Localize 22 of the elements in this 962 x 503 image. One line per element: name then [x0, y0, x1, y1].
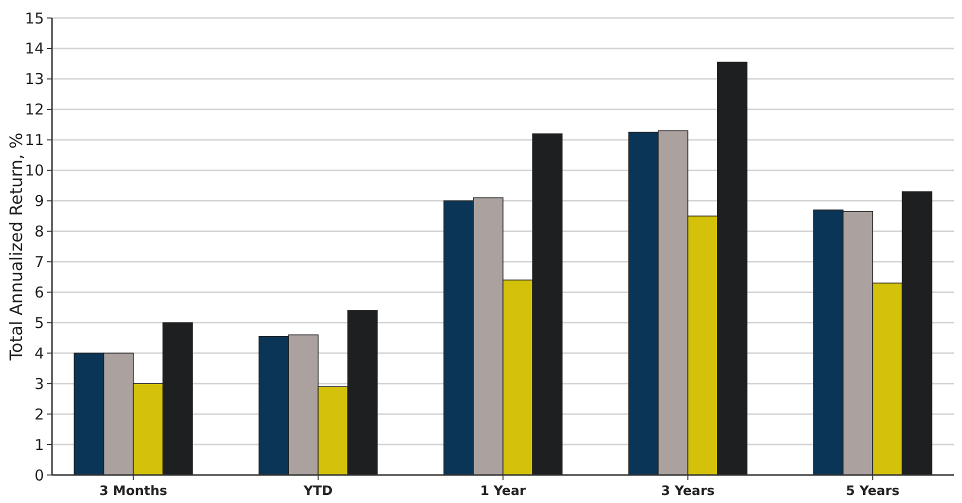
y-tick-label: 4	[34, 344, 44, 362]
y-tick-label: 5	[34, 314, 44, 332]
y-tick-label: 0	[34, 466, 44, 484]
x-tick-label: YTD	[302, 484, 333, 499]
y-tick-label: 9	[34, 192, 44, 210]
y-tick-label: 2	[34, 405, 44, 424]
y-axis-title: Total Annualized Return, %	[7, 132, 27, 362]
y-tick-label: 13	[24, 70, 44, 88]
y-tick-label: 7	[34, 252, 44, 271]
y-tick-label: 3	[34, 374, 44, 393]
x-tick-label: 3 Years	[661, 484, 715, 499]
y-tick-label: 1	[34, 436, 44, 454]
y-tick-label: 8	[34, 222, 44, 241]
x-tick-label: 1 Year	[480, 484, 526, 499]
y-tick-label: 6	[34, 283, 44, 302]
y-tick-label: 12	[24, 100, 44, 119]
y-tick-label: 10	[24, 162, 44, 180]
y-tick-label: 11	[24, 131, 44, 150]
y-tick-label: 14	[24, 40, 44, 58]
y-tick-label: 15	[24, 9, 44, 28]
x-tick-label: 3 Months	[99, 484, 168, 499]
x-tick-label: 5 Years	[846, 484, 900, 499]
